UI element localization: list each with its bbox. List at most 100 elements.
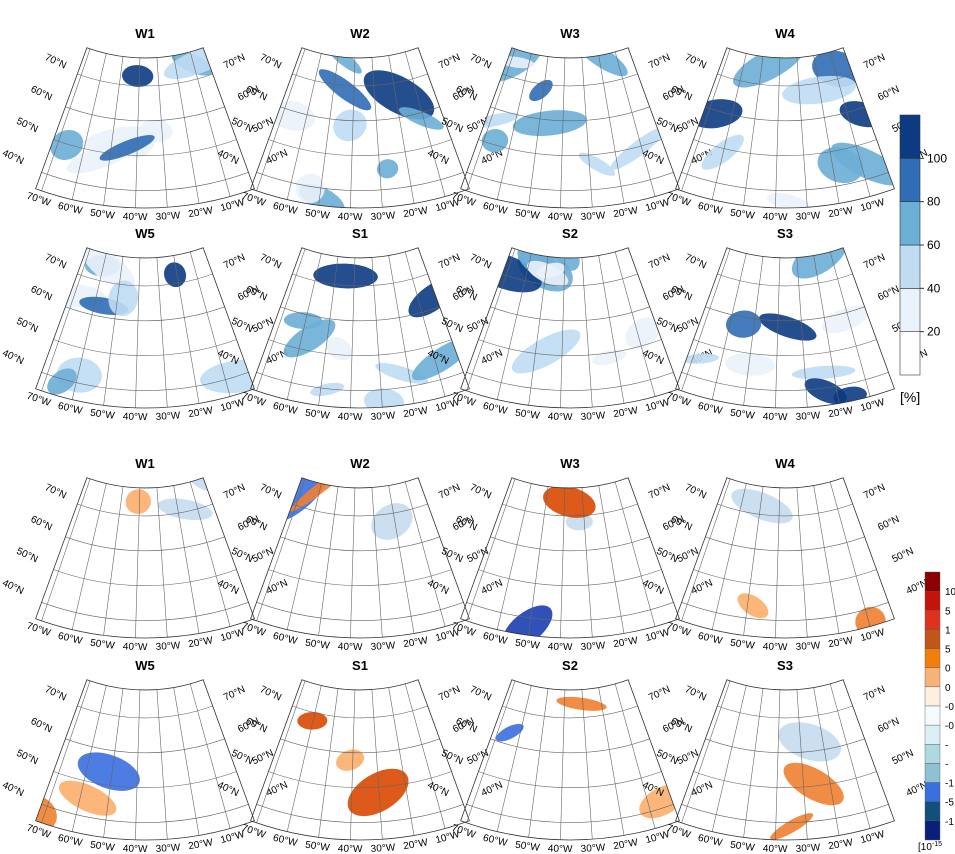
lon-label: 30°W	[155, 842, 181, 854]
meridian	[814, 688, 839, 836]
lon-label: 20°W	[188, 205, 215, 220]
shading-group	[260, 458, 420, 548]
lat-label: 40°N	[690, 578, 715, 597]
unit-base: [10	[918, 842, 932, 853]
meridian	[529, 689, 548, 838]
lat-label: 60°N	[669, 84, 694, 103]
lat-label: 70°N	[258, 482, 283, 501]
colorbar-label: -5	[945, 798, 954, 809]
colorbar-segment	[900, 115, 920, 158]
parallel	[693, 340, 876, 356]
lon-label: 50°W	[730, 840, 756, 854]
unit-exponent: -15	[932, 841, 942, 848]
parallel	[682, 804, 889, 822]
meridian	[174, 56, 199, 204]
parallel	[42, 804, 249, 822]
lon-label: 20°W	[828, 405, 855, 420]
colorbar-segment	[925, 629, 940, 648]
lat-label: 70°N	[468, 252, 493, 271]
lat-label: 70°N	[258, 52, 283, 71]
lat-label: 50°N	[230, 748, 255, 767]
lat-label: 70°N	[468, 52, 493, 71]
colorbar-segment	[900, 332, 920, 375]
lon-label: 10°W	[859, 197, 886, 214]
meridian	[157, 690, 167, 840]
parallel	[268, 570, 451, 586]
lon-label: 30°W	[370, 842, 396, 854]
meridian	[389, 256, 414, 404]
colorbar-label: 0	[945, 683, 951, 694]
shading	[480, 127, 509, 153]
lon-label: 30°W	[795, 842, 821, 854]
lon-label: 40°W	[123, 641, 148, 653]
lat-label: 50°N	[440, 116, 465, 135]
shading	[682, 352, 720, 365]
lon-label: 40°W	[338, 641, 363, 653]
parallel	[53, 570, 236, 586]
lat-label: 40°N	[480, 578, 505, 597]
parallel	[490, 307, 649, 321]
lon-label: 20°W	[188, 837, 215, 852]
lat-label: 50°N	[655, 748, 680, 767]
shading	[122, 486, 155, 518]
lat-label: 60°N	[29, 84, 54, 103]
shading	[506, 321, 586, 382]
lat-label: 50°N	[655, 546, 680, 565]
lon-label: 20°W	[188, 405, 215, 420]
lat-label: 40°N	[265, 780, 290, 799]
lat-label: 70°N	[683, 52, 708, 71]
lat-label: 40°N	[215, 578, 240, 597]
meridian	[467, 681, 515, 823]
meridian	[72, 54, 106, 200]
lon-label: 50°W	[305, 638, 331, 652]
lat-label: 70°N	[258, 684, 283, 703]
meridian	[389, 688, 414, 836]
shading-group	[727, 482, 889, 640]
colorbar-label: 5	[945, 645, 951, 656]
meridian	[599, 486, 624, 634]
lon-label: 60°W	[272, 401, 299, 417]
lon-label: 40°W	[763, 411, 788, 423]
colorbar-segment	[925, 783, 940, 802]
lon-label: 30°W	[795, 410, 821, 423]
lat-label: 70°N	[222, 482, 247, 501]
lat-label: 40°N	[0, 780, 25, 799]
meridian	[174, 688, 199, 836]
colorbar-label: 5	[945, 606, 951, 617]
figure: W170°N70°N60°N60°N50°N50°N40°N40°N70°W60…	[0, 0, 955, 854]
lat-label: 40°N	[640, 578, 665, 597]
parallel	[693, 570, 876, 586]
meridian	[372, 690, 382, 840]
lat-label: 70°N	[862, 52, 887, 71]
lat-label: 40°N	[0, 578, 25, 597]
lon-label: 40°W	[548, 641, 573, 653]
parallel	[257, 172, 464, 190]
colorbar-label: 10	[945, 587, 955, 598]
lon-label: 30°W	[580, 410, 606, 423]
lat-label: 70°N	[437, 684, 462, 703]
map-frame	[676, 680, 895, 840]
lat-label: 70°N	[43, 482, 68, 501]
parallel	[257, 602, 464, 620]
lon-label: 30°W	[795, 640, 821, 653]
colorbar-segment	[925, 821, 940, 840]
shading	[328, 104, 373, 148]
parallel	[490, 537, 649, 551]
lat-label: 60°N	[876, 84, 901, 103]
colorbar-segment	[925, 572, 940, 591]
lon-label: 50°W	[90, 638, 116, 652]
shading	[785, 227, 854, 287]
lon-label: 40°W	[548, 411, 573, 423]
lon-label: 40°W	[338, 411, 363, 423]
shading	[512, 107, 589, 139]
lon-label: 40°W	[763, 641, 788, 653]
colorbar-unit: [%]	[900, 389, 920, 405]
lat-label: 70°N	[43, 52, 68, 71]
lat-label: 40°N	[0, 348, 25, 367]
lat-label: 70°N	[222, 52, 247, 71]
lon-label: 30°W	[155, 210, 181, 223]
meridian	[615, 52, 655, 197]
colorbar-segment	[900, 288, 920, 331]
lon-label: 40°W	[338, 843, 363, 854]
shading	[314, 63, 376, 116]
